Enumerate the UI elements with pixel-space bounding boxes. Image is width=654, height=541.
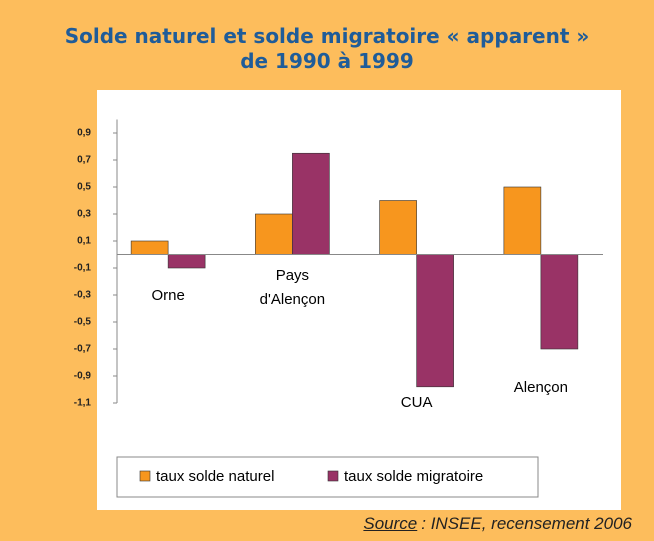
y-tick-label: -0,1 <box>74 263 92 274</box>
y-tick-label: -0,3 <box>74 290 92 301</box>
source: Source: INSEE, recensement 2006 <box>363 514 632 534</box>
y-tick-label: -0,7 <box>74 344 92 355</box>
bar <box>540 254 579 350</box>
y-tick-label: -1,1 <box>74 398 92 409</box>
chart-panel <box>97 90 621 510</box>
title: Solde naturel et solde migratoire « appa… <box>0 24 654 74</box>
bar <box>255 213 293 255</box>
source-label: Source <box>363 514 418 533</box>
y-tick-label: 0,1 <box>77 236 91 247</box>
source-text: : INSEE, recensement 2006 <box>421 514 632 533</box>
title-line: Solde naturel et solde migratoire « appa… <box>64 24 590 48</box>
category-label: CUA <box>400 394 433 411</box>
bar <box>416 254 454 388</box>
y-tick-label: -0,5 <box>74 317 92 328</box>
category-label: Orne <box>151 287 185 304</box>
bar <box>130 240 169 255</box>
bar <box>292 152 330 255</box>
category-label: Alençon <box>513 379 568 396</box>
legend-box <box>116 456 539 498</box>
legend-label: taux solde naturel <box>156 468 274 485</box>
y-tick-label: 0,3 <box>77 209 91 220</box>
legend-swatch <box>327 470 339 482</box>
bar <box>379 200 417 255</box>
title-line: de 1990 à 1999 <box>240 49 414 73</box>
legend-swatch <box>139 470 151 482</box>
bar <box>503 186 542 255</box>
legend-label: taux solde migratoire <box>344 468 483 485</box>
y-tick-label: 0,5 <box>77 182 91 193</box>
y-tick-label: -0,9 <box>74 371 92 382</box>
category-label: Pays d'Alençon <box>259 267 326 308</box>
bar <box>167 254 206 269</box>
y-tick-label: 0,7 <box>77 155 91 166</box>
y-tick-label: 0,9 <box>77 128 91 139</box>
